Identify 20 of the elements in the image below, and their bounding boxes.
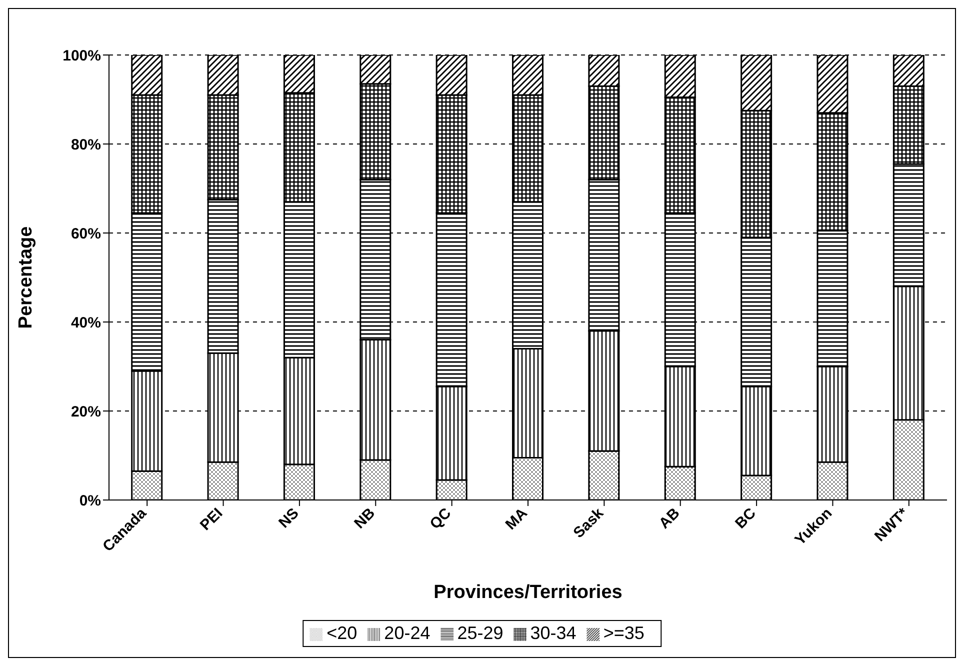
legend-label: 30-34 bbox=[530, 623, 576, 643]
y-tick-label: 40% bbox=[70, 314, 101, 332]
x-tick-label: NS bbox=[276, 504, 302, 532]
legend-label: >=35 bbox=[603, 623, 644, 643]
x-tick-label: MA bbox=[502, 504, 531, 534]
legend-label: 20-24 bbox=[384, 623, 430, 643]
x-tick-label: PEI bbox=[196, 504, 226, 534]
legend-label: 25-29 bbox=[457, 623, 504, 643]
legend-label: <20 bbox=[326, 623, 358, 643]
y-axis-title: Percentage bbox=[16, 226, 37, 329]
y-tick-label: 60% bbox=[70, 225, 101, 242]
x-tick-label: AB bbox=[656, 504, 684, 532]
x-tick-label: NB bbox=[351, 504, 379, 532]
x-tick-label: QC bbox=[426, 504, 455, 533]
x-axis-title: Provinces/Territories bbox=[434, 582, 622, 603]
y-tick-label: 80% bbox=[70, 136, 101, 154]
y-tick-label: 100% bbox=[62, 47, 101, 64]
x-tick-label: BC bbox=[732, 504, 760, 532]
y-tick-label: 0% bbox=[79, 492, 101, 510]
y-tick-label: 20% bbox=[70, 403, 101, 420]
